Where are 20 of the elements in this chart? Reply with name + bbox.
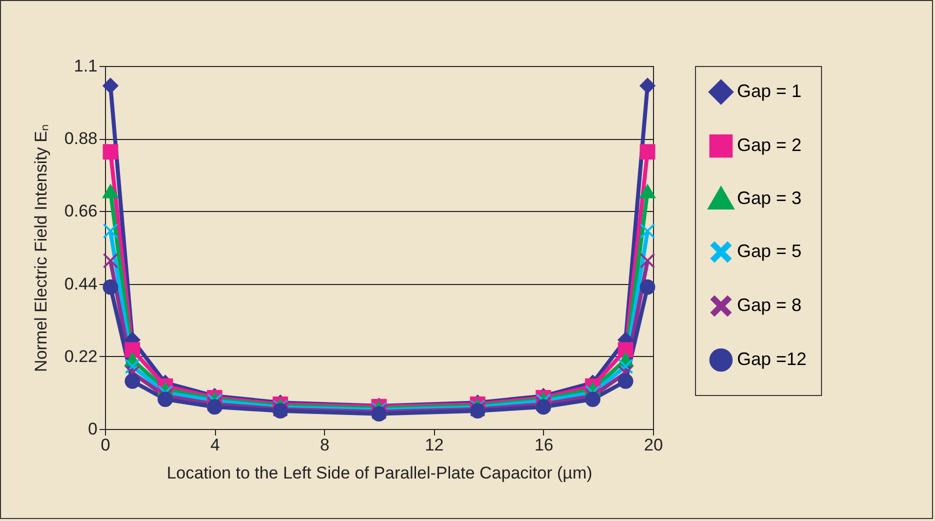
legend-label: Gap = 8 <box>737 295 802 315</box>
x-tick-label: 0 <box>100 436 110 454</box>
y-axis-title: Normel Electric Field Intensity Eₙ <box>31 124 50 372</box>
y-tick-label: 1.1 <box>74 56 98 76</box>
x-tick-label: 8 <box>320 436 330 454</box>
x-tick-label: 12 <box>424 436 444 454</box>
legend-label: Gap = 3 <box>737 188 802 208</box>
legend-label: Gap = 2 <box>737 135 802 155</box>
y-tick-label: 0.88 <box>64 129 98 148</box>
x-axis-title: Location to the Left Side of Parallel-Plate Capacitor (µm) <box>166 464 592 482</box>
y-tick-label: 0.66 <box>64 202 98 221</box>
x-tick-label: 20 <box>644 436 663 454</box>
x-tick-label: 16 <box>534 436 554 454</box>
y-tick-label: 0.22 <box>64 346 98 366</box>
legend-label: Gap =12 <box>737 349 807 369</box>
legend-label: Gap = 1 <box>737 81 802 101</box>
x-tick-label: 4 <box>210 436 220 454</box>
y-tick-label: 0 <box>88 420 98 438</box>
legend-label: Gap = 5 <box>737 241 802 261</box>
y-tick-label: 0.44 <box>64 274 98 294</box>
